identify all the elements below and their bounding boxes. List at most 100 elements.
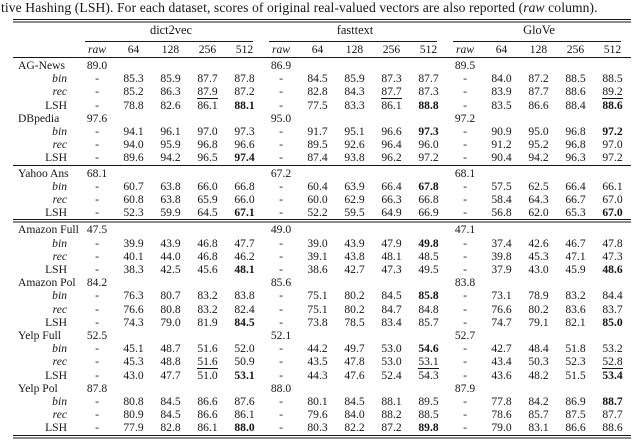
col-header-64: 64: [127, 43, 140, 56]
score-cell: 84.5: [307, 72, 328, 86]
empty-cell: [299, 382, 336, 395]
score-cell: 78.9: [528, 289, 549, 303]
score-cell: 97.2: [602, 151, 623, 165]
score-cell: 39.8: [491, 249, 512, 263]
score-cell: 80.1: [307, 395, 328, 409]
bottom-rule-row: [13, 434, 631, 439]
dash-cell: -: [95, 355, 99, 369]
score-cell: 58.4: [491, 193, 512, 207]
empty-cell: [520, 329, 557, 342]
second-best-score: 46.8: [197, 249, 218, 264]
cmidrule-glove: [447, 38, 631, 43]
empty-cell: [226, 59, 263, 72]
second-best-score: 47.3: [602, 249, 623, 264]
empty-cell: [226, 112, 263, 125]
score-cell: 67.8: [410, 180, 447, 193]
score-cell: 80.8: [123, 395, 144, 409]
empty-cell: [226, 382, 263, 395]
score-cell: 83.5: [491, 98, 512, 112]
score-cell: 96.1: [160, 125, 181, 139]
score-cell: 92.6: [344, 138, 365, 152]
score-cell: 97.2: [594, 125, 631, 138]
score-cell: 87.7: [594, 408, 631, 422]
corner-cell: [13, 23, 79, 38]
method-label: bin: [52, 125, 67, 139]
score-cell: 62.0: [528, 206, 549, 220]
score-cell: 87.2: [234, 85, 255, 99]
top-rule-row: [13, 19, 631, 23]
score-cell: 84.4: [602, 289, 623, 303]
empty-cell: [594, 329, 631, 342]
best-score: 67.8: [418, 179, 439, 193]
score-cell: 83.3: [344, 98, 365, 112]
dash-cell: -: [279, 355, 283, 369]
best-score: 67.1: [234, 206, 255, 220]
score-cell: 38.6: [307, 263, 328, 277]
method-row: rec - 94.0 95.9 96.8 96.6 - 89.5 92.6 96.4 96.0 - 91…: [13, 138, 631, 152]
empty-cell: [189, 59, 226, 72]
score-cell: 85.0: [594, 316, 631, 329]
col-header-128: 128: [161, 43, 180, 56]
method-label: LSH: [45, 206, 67, 220]
score-cell: 88.6: [602, 421, 623, 435]
score-cell: 96.5: [197, 151, 218, 165]
score-cell: 84.5: [160, 408, 181, 422]
score-cell: 49.5: [418, 263, 439, 277]
score-cell: 47.8: [602, 236, 623, 250]
score-cell: 42.7: [344, 263, 365, 277]
score-cell: 84.0: [344, 408, 365, 422]
dataset-name: AG-News: [18, 59, 66, 72]
method-label: bin: [52, 395, 67, 409]
score-cell: 86.3: [160, 85, 181, 99]
score-cell: 40.1: [123, 249, 144, 263]
dash-cell: -: [279, 315, 283, 329]
score-cell: 85.2: [123, 85, 144, 99]
score-cell: 86.6: [189, 408, 226, 422]
score-cell: 84.5: [381, 289, 402, 303]
dash-cell: -: [463, 125, 467, 139]
bottom-double-rule: [13, 434, 631, 439]
method-row: rec - 40.1 44.0 46.8 46.2 - 39.1 43.8 48.1 48.5 - 39…: [13, 249, 631, 264]
dash-cell: -: [279, 289, 283, 303]
score-cell: 89.2: [594, 85, 631, 99]
dash-cell: -: [463, 315, 467, 329]
score-cell: 52.2: [307, 206, 328, 220]
cmidrule-dict2vec: [79, 38, 263, 43]
col-header-raw: raw: [455, 43, 475, 56]
best-score: 97.3: [418, 125, 439, 139]
empty-cell: [336, 167, 373, 180]
dash-cell: -: [279, 395, 283, 409]
score-cell: 87.6: [234, 395, 255, 409]
dash-cell: -: [463, 302, 467, 316]
score-cell: 83.2: [189, 302, 226, 316]
score-cell: 44.0: [160, 249, 181, 263]
score-cell: 47.3: [594, 249, 631, 264]
dash-cell: -: [95, 289, 99, 303]
score-cell: 86.1: [197, 421, 218, 435]
score-cell: 85.7: [528, 408, 549, 422]
dash-cell: -: [279, 98, 283, 112]
dash-cell: -: [279, 85, 283, 99]
empty-cell: [483, 382, 520, 395]
empty-cell: [115, 59, 152, 72]
score-cell: 64.5: [197, 206, 218, 220]
col-header-512: 512: [419, 43, 438, 56]
score-cell: 52.3: [565, 355, 586, 369]
dash-cell: -: [279, 236, 283, 250]
method-row: LSH - 78.8 82.6 86.1 88.1 - 77.5 83.3 86.1 88.8 - 83…: [13, 99, 631, 112]
score-cell: 65.9: [197, 193, 218, 207]
score-cell: 60.7: [123, 179, 144, 193]
empty-cell: [557, 276, 594, 289]
empty-cell: [189, 329, 226, 342]
score-cell: 84.5: [226, 316, 263, 329]
score-cell: 54.6: [410, 342, 447, 355]
score-cell: 73.1: [491, 289, 512, 303]
empty-cell: [115, 329, 152, 342]
score-cell: 87.5: [565, 408, 586, 422]
dash-cell: -: [95, 263, 99, 277]
best-score: 89.8: [418, 421, 439, 435]
score-cell: 97.4: [226, 151, 263, 164]
score-cell: 87.8: [234, 72, 255, 86]
score-cell: 44.3: [307, 368, 328, 382]
dash-cell: -: [95, 302, 99, 316]
